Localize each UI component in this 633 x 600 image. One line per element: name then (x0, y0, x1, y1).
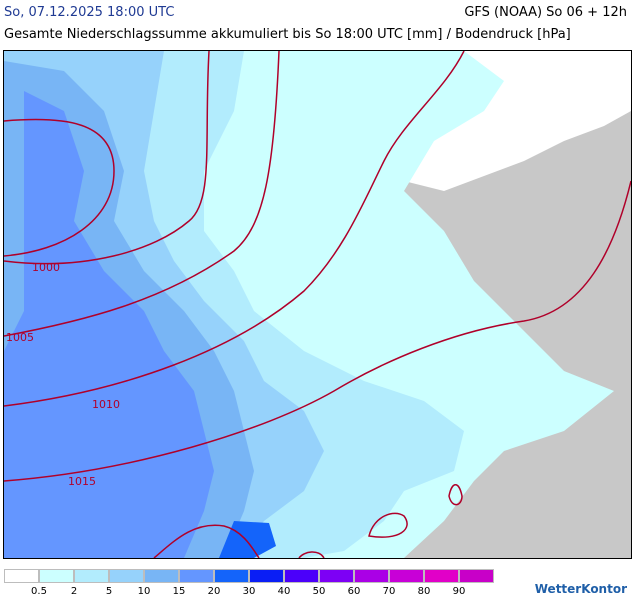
forecast-datetime: So, 07.12.2025 18:00 UTC (4, 5, 175, 20)
legend-tick-label: 15 (172, 586, 186, 597)
legend-tick-label: 20 (207, 586, 221, 597)
legend-swatch (319, 569, 354, 583)
legend-tick-label: 80 (417, 586, 431, 597)
map-subtitle: Gesamte Niederschlagssumme akkumuliert b… (4, 27, 571, 42)
model-run: GFS (NOAA) So 06 + 12h (464, 5, 627, 20)
legend-swatch (459, 569, 494, 583)
legend-tick-label: 60 (347, 586, 361, 597)
legend-swatch (4, 569, 39, 583)
legend-swatch (179, 569, 214, 583)
legend-swatch (249, 569, 284, 583)
legend-swatch (354, 569, 389, 583)
legend-tick-label: 5 (105, 586, 113, 597)
legend-tick-label: 50 (312, 586, 326, 597)
isobar-label-1000: 1000 (32, 261, 60, 274)
precipitation-map: 1000 1005 1010 1015 (3, 50, 632, 559)
legend-swatch (424, 569, 459, 583)
legend-swatch (389, 569, 424, 583)
legend-tick-label: 0.5 (31, 586, 47, 597)
legend-swatch (284, 569, 319, 583)
legend-tick-label: 2 (70, 586, 78, 597)
isobar-label-1010: 1010 (92, 398, 120, 411)
legend-swatch (109, 569, 144, 583)
legend-swatch (74, 569, 109, 583)
wetterkontor-logo: WetterKontor (534, 582, 627, 596)
legend-swatch (214, 569, 249, 583)
legend-tick-label: 90 (452, 586, 466, 597)
legend-swatch (39, 569, 74, 583)
isobar-label-1015: 1015 (68, 475, 96, 488)
legend-tick-label: 30 (242, 586, 256, 597)
legend-tick-label: 40 (277, 586, 291, 597)
legend-tick-label: 70 (382, 586, 396, 597)
legend-swatch (144, 569, 179, 583)
legend-tick-label: 10 (137, 586, 151, 597)
isobar-label-1005: 1005 (6, 331, 34, 344)
